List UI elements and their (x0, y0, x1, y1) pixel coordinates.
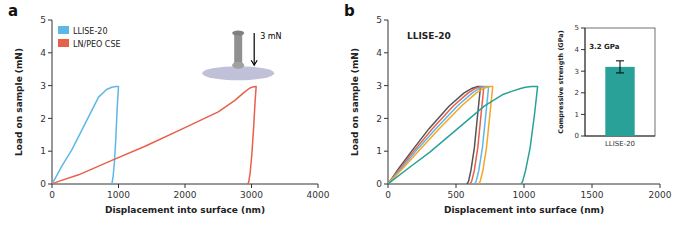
y-tick (384, 52, 388, 53)
x-tick (318, 184, 319, 188)
y-tick-label: 4 (575, 46, 580, 54)
line-chart: 0 1 2 3 4 5 0 500 1000 1500 2000 Displacement into … (344, 2, 672, 215)
y-tick-label: 3 (376, 81, 382, 91)
load-arrow-head (251, 60, 257, 65)
y-tick (48, 151, 52, 152)
series-line (388, 87, 493, 184)
x-tick (592, 184, 593, 188)
annotation: LLISE-20 (407, 31, 451, 41)
x-tick-label: 2000 (174, 190, 197, 200)
x-axis-label: Displacement into surface (nm) (105, 205, 265, 215)
error-bar-cap (616, 72, 624, 73)
bar (605, 67, 634, 136)
y-tick-label: 2 (575, 89, 579, 97)
plot-area (388, 87, 538, 184)
y-tick-label: 2 (40, 114, 46, 124)
annotation: 3 mN (260, 32, 281, 41)
legend-swatch (58, 26, 69, 34)
y-tick (48, 52, 52, 53)
y-tick (384, 118, 388, 119)
x-tick (185, 184, 186, 188)
y-tick-label: 5 (575, 24, 579, 32)
y-tick-label: 3 (575, 68, 579, 76)
y-axis-label: Load on sample (mN) (14, 48, 24, 156)
y-tick (48, 85, 52, 86)
indenter-shaft (234, 33, 242, 65)
x-tick (251, 184, 252, 188)
y-axis-label: Load on sample (mN) (350, 48, 360, 156)
legend-entry: LLISE-20 (73, 27, 107, 36)
error-bar-cap (616, 60, 624, 61)
error-bar-stem (620, 61, 621, 73)
error-bar (616, 61, 624, 73)
load-arrow (254, 33, 255, 65)
y-tick-label: 4 (40, 48, 46, 58)
series-line (388, 87, 489, 184)
y-tick (581, 71, 585, 72)
annotation: 3.2 GPa (589, 43, 620, 51)
x-tick-label: 1000 (107, 190, 130, 200)
panel-title: b (344, 2, 355, 20)
line-chart: 0 1 2 3 4 5 0 1000 2000 3000 4000 Displacement into… (8, 2, 330, 215)
y-tick-label: 0 (376, 179, 382, 189)
background (0, 0, 685, 242)
x-tick (52, 184, 53, 188)
y-tick-label: 4 (376, 48, 382, 58)
x-tick-label: 4000 (307, 190, 330, 200)
indenter-cap (232, 31, 244, 36)
plot-area (605, 61, 634, 136)
y-tick-label: 2 (376, 114, 382, 124)
y-tick-label: 0 (40, 179, 46, 189)
y-tick (581, 28, 585, 29)
x-tick (660, 184, 661, 188)
y-tick (384, 151, 388, 152)
legend-swatch (58, 39, 69, 47)
figure: 01234501000200030004000Displacement into… (0, 0, 685, 242)
x-tick-label: LLISE-20 (605, 140, 635, 148)
panel-title: a (8, 2, 18, 20)
x-tick (456, 184, 457, 188)
y-tick-label: 3 (40, 81, 46, 91)
y-tick-label: 0 (575, 132, 579, 140)
legend-entry: LN/PEO CSE (73, 40, 121, 49)
x-tick-label: 1000 (513, 190, 536, 200)
x-axis-label: Displacement into surface (nm) (444, 205, 604, 215)
series-line (52, 87, 119, 184)
y-tick (48, 184, 52, 185)
x-tick-label: 1500 (581, 190, 604, 200)
inset-frame (585, 28, 655, 136)
x-tick (524, 184, 525, 188)
y-axis-line (52, 20, 53, 184)
y-tick (581, 92, 585, 93)
y-tick (384, 20, 388, 21)
y-tick (581, 136, 585, 137)
y-tick (384, 85, 388, 86)
plot-area (52, 87, 256, 184)
x-tick (118, 184, 119, 188)
y-axis-label: Compressive strength (GPa) (557, 30, 565, 133)
y-tick (581, 49, 585, 50)
x-tick-label: 2000 (649, 190, 672, 200)
series-line (52, 87, 256, 184)
x-tick (388, 184, 389, 188)
x-tick-label: 0 (385, 190, 391, 200)
series-line (388, 87, 538, 184)
x-tick-label: 500 (447, 190, 464, 200)
y-tick (48, 118, 52, 119)
y-tick (384, 184, 388, 185)
y-tick-label: 5 (40, 15, 46, 25)
y-tick (48, 20, 52, 21)
x-tick-label: 0 (49, 190, 55, 200)
y-tick-label: 1 (575, 111, 579, 119)
y-tick-label: 1 (40, 146, 46, 156)
y-axis-line (388, 20, 389, 184)
bar-chart: 0 1 2 3 4 5 Compressive strength (GPa) LLISE-20… (557, 24, 655, 148)
y-tick-label: 5 (376, 15, 382, 25)
y-tick-label: 1 (376, 146, 382, 156)
indenter-tip (232, 62, 244, 69)
y-tick (581, 114, 585, 115)
x-tick-label: 3000 (240, 190, 263, 200)
inset-background (585, 28, 655, 136)
